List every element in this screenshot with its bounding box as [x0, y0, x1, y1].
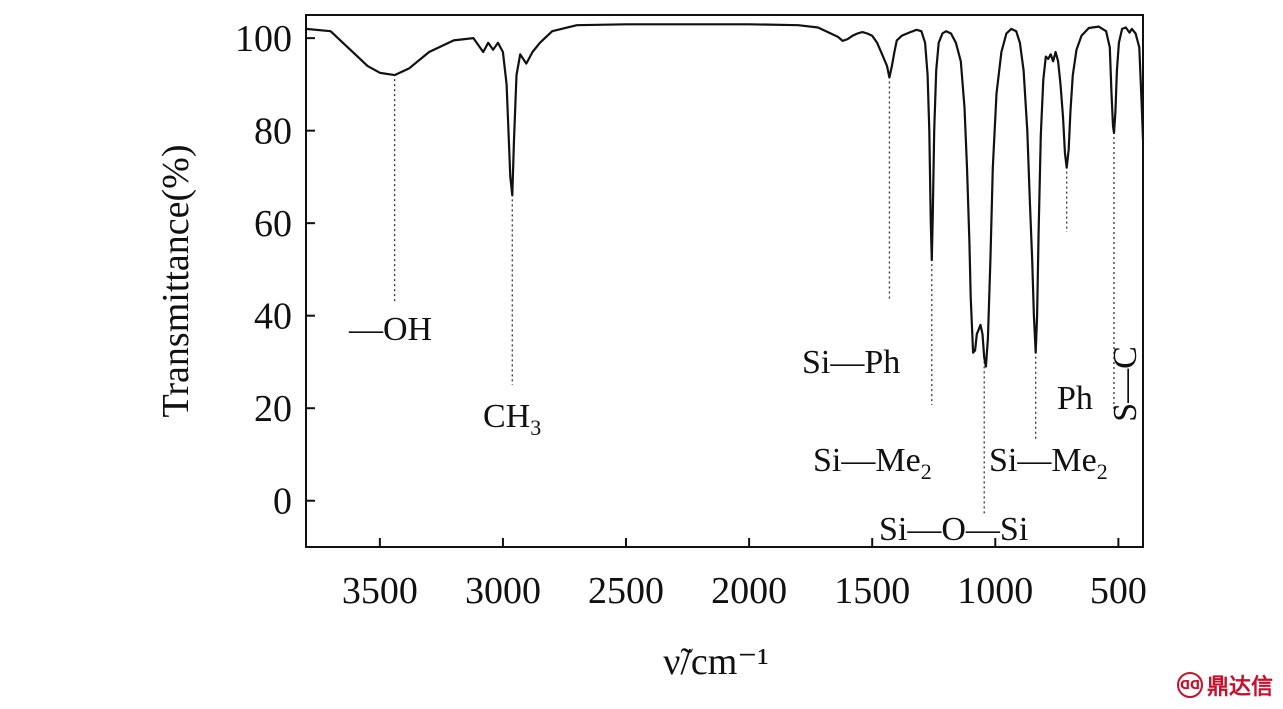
annotation-si-me2-800: Si—Me2 [989, 442, 1108, 484]
annotation-ph: Ph [1057, 380, 1093, 417]
watermark: ᗡᗡ 鼎达信 [1176, 669, 1273, 701]
annotation-guide-lines [393, 79, 1115, 515]
annotation-s-c: S—C [1107, 346, 1144, 422]
y-tick-label: 40 [254, 296, 292, 338]
y-tick-label: 100 [235, 18, 292, 60]
y-tick-label: 60 [254, 203, 292, 245]
watermark-text: 鼎达信 [1206, 675, 1273, 700]
y-tick-label: 0 [273, 481, 292, 523]
watermark-logo-icon: ᗡᗡ [1176, 672, 1203, 698]
annotation-si-o-si: Si—O—Si [879, 511, 1028, 548]
x-tick-label: 1000 [957, 570, 1033, 612]
x-axis-title: ν̃/cm⁻¹ [663, 641, 769, 683]
spectrum-line [305, 23, 1145, 368]
annotation-oh: —OH [348, 311, 432, 348]
annotation-si-me2-1260: Si—Me2 [813, 442, 932, 484]
x-tick-label: 2500 [588, 570, 664, 612]
x-tick-label: 2000 [711, 570, 787, 612]
annotation-si-ph: Si—Ph [802, 344, 900, 381]
plot-frame [305, 14, 1144, 548]
x-tick-label: 500 [1090, 570, 1147, 612]
annotation-ch3: CH3 [483, 398, 541, 440]
y-axis-title: Transmittance(%) [155, 145, 197, 418]
axis-ticks [306, 37, 1120, 547]
x-tick-label: 1500 [834, 570, 910, 612]
y-tick-label: 80 [254, 111, 292, 153]
x-tick-label: 3500 [342, 570, 418, 612]
y-tick-label: 20 [254, 388, 292, 430]
axis-tick-labels: 3500 3000 2500 2000 1500 1000 500 100 80 60 40 20 0 [235, 18, 1147, 612]
x-tick-label: 3000 [465, 570, 541, 612]
